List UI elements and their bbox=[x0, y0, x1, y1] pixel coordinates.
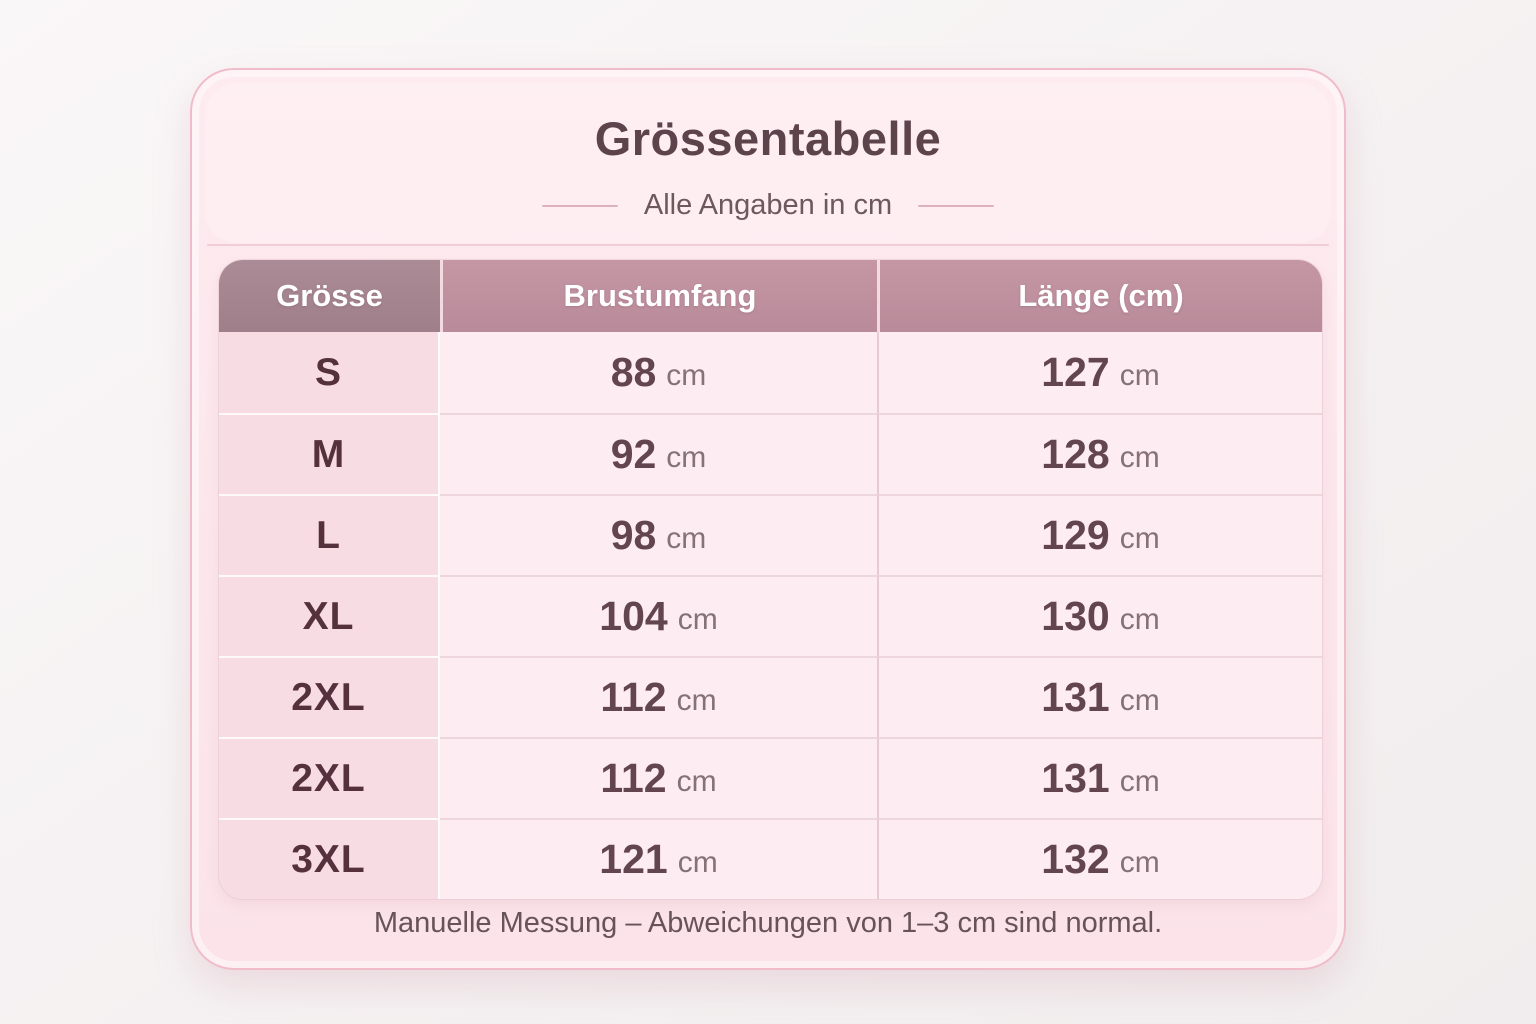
chest-value: 112 bbox=[600, 674, 667, 720]
size-cell: M bbox=[219, 413, 440, 494]
length-unit: cm bbox=[1119, 764, 1160, 798]
subtitle: Alle Angaben in cm bbox=[643, 189, 893, 221]
table-row: XL 104 cm 130 cm bbox=[219, 575, 1322, 656]
size-cell: 2XL bbox=[219, 656, 440, 737]
chest-cell: 88 cm bbox=[440, 332, 877, 413]
chest-value: 98 bbox=[610, 512, 657, 558]
length-cell: 131 cm bbox=[877, 656, 1322, 737]
length-unit: cm bbox=[1119, 440, 1160, 474]
size-label: S bbox=[314, 350, 342, 394]
length-cell: 127 cm bbox=[877, 332, 1322, 413]
length-cell: 132 cm bbox=[877, 818, 1322, 899]
column-header-chest: Brustumfang bbox=[440, 260, 877, 332]
size-label: 2XL bbox=[291, 756, 366, 800]
chest-unit: cm bbox=[676, 764, 717, 798]
column-header-size: Grösse bbox=[219, 260, 440, 332]
size-cell: S bbox=[219, 332, 440, 413]
chest-cell: 112 cm bbox=[440, 656, 877, 737]
chest-unit: cm bbox=[666, 358, 707, 392]
table-row: 2XL 112 cm 131 cm bbox=[219, 656, 1322, 737]
size-cell: 3XL bbox=[219, 818, 440, 899]
chest-value: 121 bbox=[599, 836, 668, 882]
column-header-length: Länge (cm) bbox=[877, 260, 1322, 332]
chest-unit: cm bbox=[666, 440, 707, 474]
size-label: 2XL bbox=[291, 675, 366, 719]
footnote: Manuelle Messung – Abweichungen von 1–3 … bbox=[373, 907, 1163, 939]
chest-cell: 98 cm bbox=[440, 494, 877, 575]
chest-unit: cm bbox=[677, 602, 718, 636]
subtitle-left-dash bbox=[541, 204, 618, 207]
size-cell: L bbox=[219, 494, 440, 575]
length-value: 132 bbox=[1041, 836, 1110, 882]
chest-unit: cm bbox=[676, 683, 717, 717]
length-value: 130 bbox=[1041, 593, 1110, 639]
length-unit: cm bbox=[1119, 845, 1160, 879]
length-cell: 129 cm bbox=[877, 494, 1322, 575]
table-body: S 88 cm 127 cm M 92 cm 128 cm L 98 cm bbox=[219, 332, 1322, 899]
chest-cell: 92 cm bbox=[440, 413, 877, 494]
length-value: 127 bbox=[1041, 349, 1110, 395]
title-divider bbox=[207, 244, 1329, 246]
length-unit: cm bbox=[1119, 358, 1160, 392]
subtitle-right-dash bbox=[918, 204, 995, 207]
chest-unit: cm bbox=[666, 521, 707, 555]
length-cell: 131 cm bbox=[877, 737, 1322, 818]
size-label: L bbox=[316, 513, 341, 557]
title-panel: Grössentabelle Alle Angaben in cm bbox=[205, 83, 1331, 243]
size-label: M bbox=[311, 432, 346, 476]
table-row: L 98 cm 129 cm bbox=[219, 494, 1322, 575]
length-value: 129 bbox=[1041, 512, 1110, 558]
size-label: 3XL bbox=[291, 837, 366, 881]
chest-value: 88 bbox=[610, 349, 657, 395]
length-cell: 128 cm bbox=[877, 413, 1322, 494]
table-row: M 92 cm 128 cm bbox=[219, 413, 1322, 494]
length-value: 131 bbox=[1041, 755, 1110, 801]
chest-unit: cm bbox=[677, 845, 718, 879]
length-unit: cm bbox=[1119, 683, 1160, 717]
chest-value: 112 bbox=[600, 755, 667, 801]
length-cell: 130 cm bbox=[877, 575, 1322, 656]
table-row: 3XL 121 cm 132 cm bbox=[219, 818, 1322, 899]
table-row: 2XL 112 cm 131 cm bbox=[219, 737, 1322, 818]
chest-value: 104 bbox=[599, 593, 668, 639]
subtitle-row: Alle Angaben in cm bbox=[205, 191, 1331, 220]
length-unit: cm bbox=[1119, 602, 1160, 636]
length-unit: cm bbox=[1119, 521, 1160, 555]
table-header-row: Grösse Brustumfang Länge (cm) bbox=[219, 260, 1322, 332]
chest-cell: 104 cm bbox=[440, 575, 877, 656]
chest-cell: 121 cm bbox=[440, 818, 877, 899]
page-title: Grössentabelle bbox=[594, 112, 942, 165]
length-value: 131 bbox=[1041, 674, 1110, 720]
chest-cell: 112 cm bbox=[440, 737, 877, 818]
size-table: Grösse Brustumfang Länge (cm) S 88 cm 12… bbox=[219, 260, 1322, 899]
size-cell: 2XL bbox=[219, 737, 440, 818]
chest-value: 92 bbox=[610, 431, 657, 477]
size-label: XL bbox=[302, 594, 355, 638]
size-cell: XL bbox=[219, 575, 440, 656]
length-value: 128 bbox=[1041, 431, 1110, 477]
table-row: S 88 cm 127 cm bbox=[219, 332, 1322, 413]
size-chart-card: Grössentabelle Alle Angaben in cm Grösse… bbox=[190, 68, 1346, 970]
